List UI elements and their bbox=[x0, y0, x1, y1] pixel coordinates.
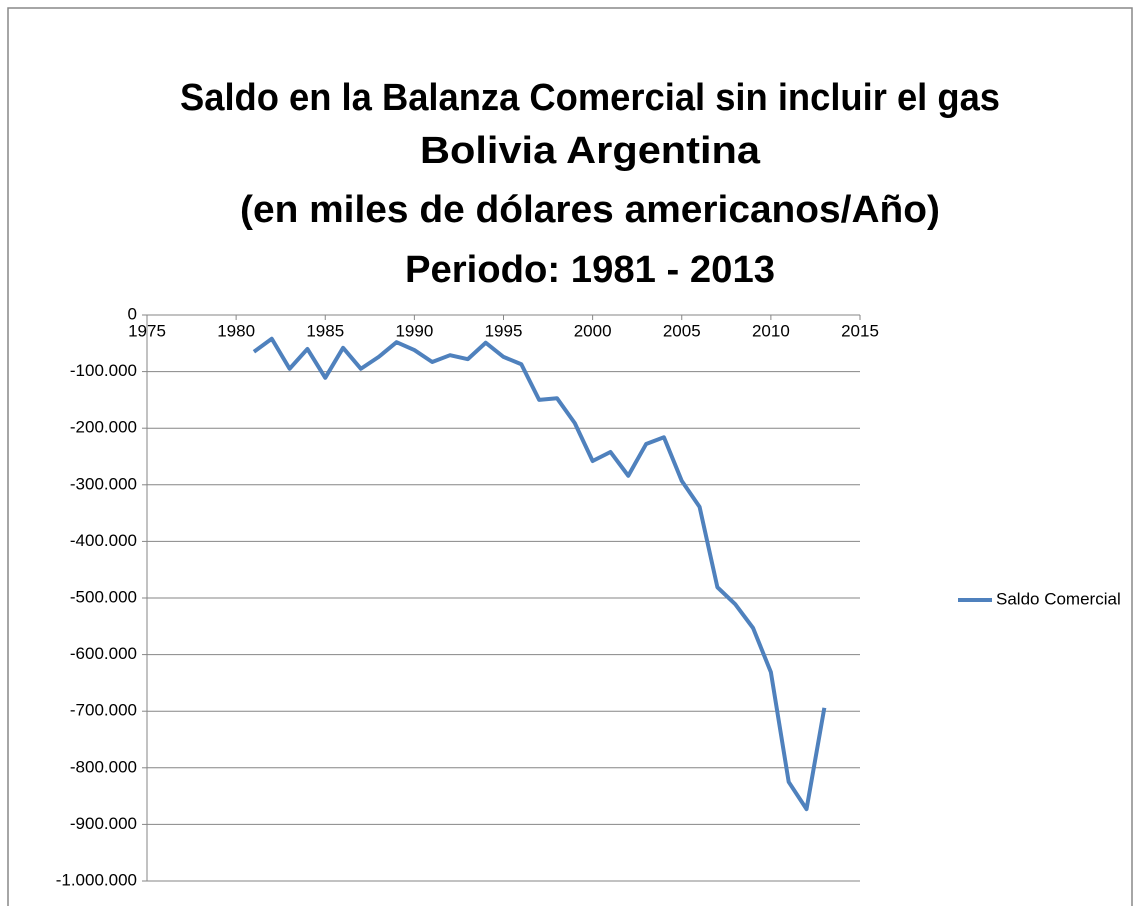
y-tick-label: -300.000 bbox=[70, 474, 137, 493]
x-tick-label: 2010 bbox=[752, 321, 790, 340]
chart-frame bbox=[7, 7, 1133, 906]
legend-label: Saldo Comercial bbox=[996, 589, 1121, 608]
y-tick-label: -1.000.000 bbox=[56, 870, 137, 889]
y-tick-label: -800.000 bbox=[70, 757, 137, 776]
chart-title: (en miles de dólares americanos/Año) bbox=[240, 189, 940, 231]
x-tick-label: 1980 bbox=[217, 321, 255, 340]
chart-title: Periodo: 1981 - 2013 bbox=[405, 249, 775, 291]
chart-title: Saldo en la Balanza Comercial sin inclui… bbox=[180, 77, 1000, 119]
x-tick-label: 1985 bbox=[306, 321, 344, 340]
chart-title: Bolivia Argentina bbox=[420, 130, 761, 172]
y-tick-label: -700.000 bbox=[70, 701, 137, 720]
x-tick-label: 1990 bbox=[395, 321, 433, 340]
y-tick-label: -200.000 bbox=[70, 418, 137, 437]
y-tick-label: -900.000 bbox=[70, 814, 137, 833]
y-tick-label: -100.000 bbox=[70, 361, 137, 380]
x-tick-label: 1975 bbox=[128, 321, 166, 340]
y-tick-label: -600.000 bbox=[70, 644, 137, 663]
x-tick-label: 2015 bbox=[841, 321, 879, 340]
data-line bbox=[252, 336, 827, 812]
y-tick-label: 0 bbox=[128, 304, 137, 323]
y-tick-label: -500.000 bbox=[70, 587, 137, 606]
y-tick-label: -400.000 bbox=[70, 531, 137, 550]
x-tick-label: 2005 bbox=[663, 321, 701, 340]
x-tick-label: 1995 bbox=[485, 321, 523, 340]
x-tick-label: 2000 bbox=[574, 321, 612, 340]
